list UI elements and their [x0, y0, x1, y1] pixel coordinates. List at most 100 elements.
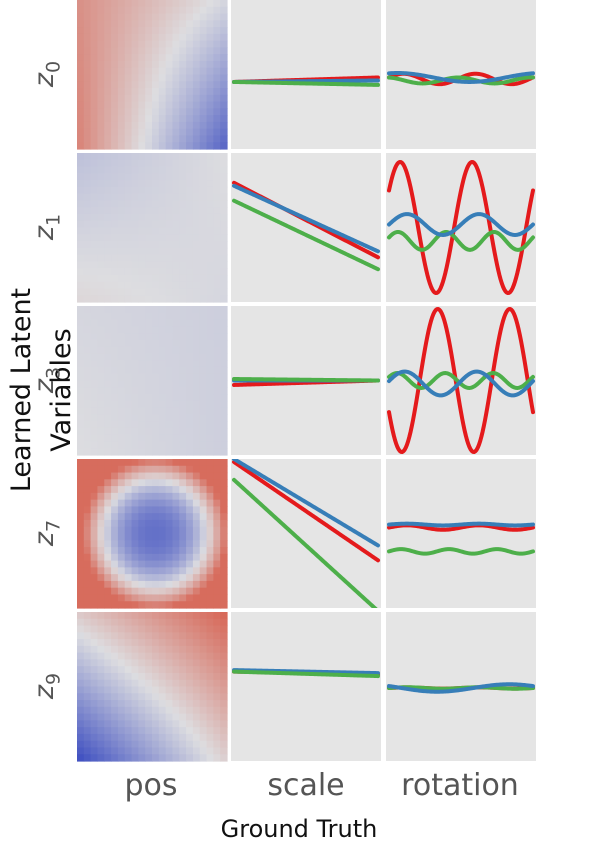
heatmap-cell [172, 567, 180, 575]
heatmap-cell [97, 666, 105, 674]
heatmap-cell [131, 153, 139, 161]
heatmap-cell [192, 193, 201, 202]
heatmap-cell [172, 492, 180, 501]
heatmap-cell [97, 247, 105, 256]
heatmap-cell [199, 220, 208, 229]
heatmap-cell [206, 339, 214, 348]
heatmap-cell [77, 526, 85, 535]
heatmap-cell [145, 519, 153, 528]
heatmap-cell [83, 108, 92, 116]
heatmap-cell [111, 740, 119, 749]
heatmap-cell [138, 472, 146, 480]
heatmap-cell [124, 380, 133, 388]
heatmap-cell [138, 220, 146, 229]
heatmap-cell [138, 74, 146, 82]
heatmap-cell [138, 234, 146, 242]
heatmap-cell [77, 333, 85, 341]
heatmap-cell [90, 312, 99, 321]
heatmap-cell [213, 27, 221, 35]
heatmap-cell [111, 115, 119, 123]
heatmap-cell [90, 94, 99, 103]
heatmap-cell [213, 547, 221, 555]
heatmap-cell [152, 0, 160, 8]
heatmap-cell [152, 268, 160, 276]
heatmap-cell [145, 274, 153, 283]
heatmap-cell [192, 186, 201, 195]
heatmap-cell [97, 128, 105, 137]
heatmap-cell [77, 153, 85, 161]
heatmap-cell [158, 448, 167, 456]
heatmap-cell [152, 587, 160, 596]
heatmap-cell [220, 574, 228, 582]
heatmap-cell [97, 625, 105, 633]
heatmap-cell [213, 639, 221, 647]
heatmap-cell [90, 727, 99, 735]
heatmap-cell [124, 713, 133, 721]
heatmap-cell [145, 241, 153, 249]
heatmap-cell [124, 281, 133, 290]
heatmap-cell [206, 268, 214, 276]
heatmap-z9 [77, 612, 228, 762]
heatmap-cell [77, 720, 85, 728]
heatmap-cell [90, 67, 99, 76]
heatmap-cell [77, 706, 85, 715]
heatmap-cell [111, 227, 119, 235]
heatmap-cell [83, 173, 92, 181]
heatmap-cell [213, 587, 221, 596]
heatmap-cell [165, 295, 174, 303]
heatmap-cell [152, 159, 160, 168]
heatmap-cell [104, 652, 112, 661]
heatmap-cell [138, 88, 146, 96]
scale-line-blue [232, 459, 380, 548]
heatmap-cell [213, 666, 221, 674]
heatmap-cell [145, 666, 153, 674]
heatmap-cell [152, 74, 160, 82]
heatmap-cell [138, 486, 146, 494]
heatmap-cell [220, 142, 228, 150]
heatmap-cell [179, 207, 187, 215]
heatmap-cell [220, 686, 228, 694]
heatmap-cell [186, 0, 194, 8]
heatmap-cell [117, 319, 126, 327]
heatmap-cell [138, 353, 146, 361]
heatmap-cell [111, 519, 119, 528]
heatmap-cell [145, 492, 153, 501]
heatmap-cell [145, 459, 153, 467]
heatmap-cell [104, 427, 112, 436]
heatmap-cell [145, 434, 153, 443]
heatmap-cell [138, 434, 146, 443]
heatmap-cell [213, 135, 221, 143]
heatmap-cell [131, 679, 139, 688]
heatmap-cell [90, 108, 99, 116]
heatmap-cell [145, 567, 153, 575]
heatmap-cell [152, 115, 160, 123]
heatmap-cell [158, 186, 167, 195]
heatmap-cell [117, 632, 126, 640]
heatmap-cell [83, 274, 92, 283]
heatmap-cell [117, 268, 126, 276]
heatmap-cell [117, 13, 126, 21]
heatmap-cell [124, 434, 133, 443]
heatmap-cell [111, 128, 119, 137]
heatmap-cell [186, 747, 194, 755]
heatmap-cell [206, 81, 214, 89]
heatmap-cell [213, 142, 221, 150]
heatmap-cell [206, 274, 214, 283]
heatmap-cell [83, 200, 92, 208]
heatmap-cell [77, 295, 85, 303]
heatmap-cell [179, 679, 187, 688]
heatmap-cell [90, 220, 99, 229]
heatmap-cell [213, 121, 221, 130]
heatmap-cell [111, 295, 119, 303]
heatmap-cell [83, 486, 92, 494]
heatmap-cell [104, 700, 112, 708]
heatmap-cell [104, 159, 112, 168]
heatmap-cell [199, 186, 208, 195]
heatmap-cell [117, 472, 126, 480]
heatmap-cell [138, 153, 146, 161]
heatmap-cell [104, 394, 112, 402]
heatmap-cell [117, 40, 126, 49]
heatmap-cell [104, 108, 112, 116]
heatmap-cell [145, 373, 153, 382]
heatmap-cell [179, 594, 187, 602]
